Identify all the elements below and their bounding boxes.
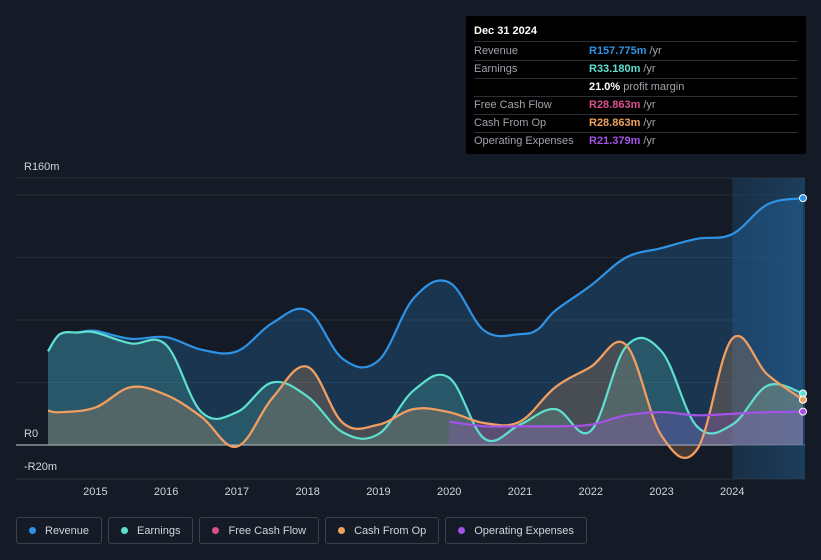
tooltip-unit: /yr bbox=[643, 63, 656, 75]
tooltip-label: Cash From Op bbox=[474, 117, 547, 129]
legend-dot-icon bbox=[212, 527, 220, 534]
tooltip-value: R28.863m bbox=[589, 117, 641, 129]
legend-item-free-cash-flow[interactable]: Free Cash Flow bbox=[199, 517, 320, 544]
legend-dot-icon bbox=[458, 527, 466, 534]
legend-label: Cash From Op bbox=[354, 524, 427, 537]
tooltip: Dec 31 2024 Revenue R157.775m /yr Earnin… bbox=[466, 16, 806, 154]
x-tick-label: 2017 bbox=[225, 486, 249, 498]
legend-item-revenue[interactable]: Revenue bbox=[16, 517, 103, 544]
area-earnings bbox=[48, 331, 803, 445]
legend-item-earnings[interactable]: Earnings bbox=[108, 517, 194, 544]
tooltip-value: R28.863m bbox=[589, 99, 641, 111]
tooltip-row-earnings: Earnings R33.180m /yr bbox=[474, 61, 798, 79]
tooltip-row-free-cash-flow: Free Cash Flow R28.863m /yr bbox=[474, 97, 798, 115]
tooltip-unit: profit margin bbox=[623, 81, 685, 93]
tooltip-row-profit-margin: 21.0% profit margin bbox=[474, 79, 798, 97]
legend-dot-icon bbox=[121, 527, 129, 534]
legend-label: Earnings bbox=[137, 524, 181, 537]
line-cash-from-op bbox=[47, 335, 804, 459]
legend-item-operating-expenses[interactable]: Operating Expenses bbox=[445, 517, 587, 544]
y-tick-label: R0 bbox=[24, 428, 38, 440]
x-tick-label: 2016 bbox=[154, 486, 178, 498]
x-tick-label: 2021 bbox=[508, 486, 532, 498]
tooltip-unit: /yr bbox=[649, 45, 662, 57]
tooltip-value: 21.0% bbox=[589, 81, 621, 93]
legend-dot-icon bbox=[338, 527, 346, 534]
line-earnings bbox=[47, 330, 804, 442]
tooltip-label: Free Cash Flow bbox=[474, 99, 552, 111]
x-tick-label: 2018 bbox=[295, 486, 319, 498]
tooltip-label bbox=[474, 79, 589, 96]
legend-label: Operating Expenses bbox=[474, 524, 574, 537]
tooltip-row-cash-from-op: Cash From Op R28.863m /yr bbox=[474, 115, 798, 133]
y-tick-label: -R20m bbox=[24, 461, 57, 473]
x-tick-label: 2015 bbox=[83, 486, 107, 498]
tooltip-unit: /yr bbox=[643, 99, 656, 111]
area-revenue bbox=[48, 198, 803, 445]
legend-item-cash-from-op[interactable]: Cash From Op bbox=[325, 517, 440, 544]
tooltip-value: R157.775m bbox=[589, 45, 647, 57]
tooltip-label: Operating Expenses bbox=[474, 135, 574, 147]
end-dot-revenue bbox=[799, 194, 807, 203]
tooltip-unit: /yr bbox=[643, 117, 656, 129]
legend-label: Revenue bbox=[45, 524, 90, 537]
area-operating-expenses bbox=[449, 411, 803, 445]
tooltip-unit: /yr bbox=[643, 135, 656, 147]
tooltip-row-revenue: Revenue R157.775m /yr bbox=[474, 43, 798, 61]
line-revenue bbox=[47, 197, 804, 369]
tooltip-label: Earnings bbox=[474, 63, 518, 75]
x-tick-label: 2019 bbox=[366, 486, 390, 498]
y-tick-label: R160m bbox=[24, 161, 59, 173]
tooltip-date: Dec 31 2024 bbox=[474, 24, 798, 42]
legend: Revenue Earnings Free Cash Flow Cash Fro… bbox=[16, 517, 593, 546]
tooltip-value: R21.379m bbox=[589, 135, 641, 147]
legend-dot-icon bbox=[29, 527, 36, 534]
x-tick-label: 2024 bbox=[720, 486, 744, 498]
end-dot-operating-expenses bbox=[799, 407, 807, 416]
tooltip-value: R33.180m bbox=[589, 63, 641, 75]
x-tick-label: 2022 bbox=[578, 486, 602, 498]
x-tick-label: 2020 bbox=[437, 486, 461, 498]
end-dot-cash-from-op bbox=[799, 395, 807, 404]
area-cash-from-op bbox=[48, 335, 803, 458]
line-operating-expenses bbox=[449, 410, 804, 428]
forecast-highlight bbox=[732, 178, 805, 479]
x-tick-label: 2023 bbox=[649, 486, 673, 498]
legend-label: Free Cash Flow bbox=[228, 524, 307, 537]
tooltip-label: Revenue bbox=[474, 45, 519, 57]
tooltip-row-operating-expenses: Operating Expenses R21.379m /yr bbox=[474, 133, 798, 150]
